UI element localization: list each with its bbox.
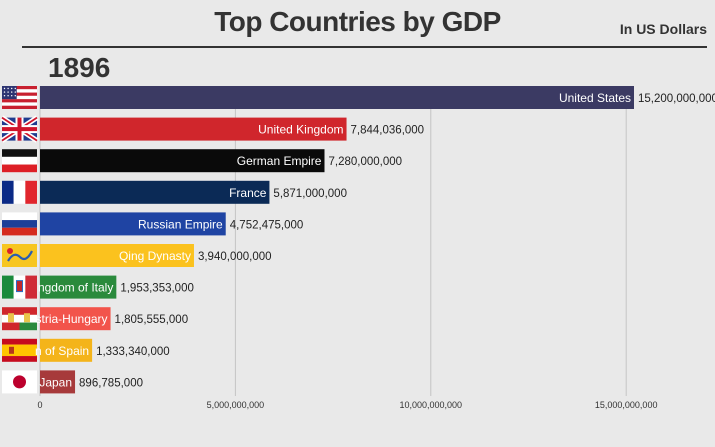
- value-label: 7,844,036,000: [351, 125, 425, 137]
- value-label: 15,200,000,000: [638, 93, 715, 105]
- bar-label: Qing Dynasty: [119, 249, 191, 263]
- bar-label: Japan: [39, 375, 72, 389]
- value-label: 5,871,000,000: [273, 188, 347, 200]
- value-label: 3,940,000,000: [198, 251, 272, 263]
- bar: [40, 275, 117, 299]
- bar: [40, 180, 270, 204]
- spain-flag-icon: [2, 338, 37, 362]
- title-divider: [22, 46, 707, 48]
- units-label: In US Dollars: [619, 21, 707, 37]
- value-label: 896,785,000: [79, 377, 143, 389]
- bar-label: France: [229, 186, 267, 200]
- value-label: 1,805,555,000: [115, 314, 189, 326]
- japan-flag-icon: [2, 370, 37, 394]
- value-label: 4,752,475,000: [230, 219, 304, 231]
- value-label: 7,280,000,000: [328, 156, 402, 168]
- x-tick-label: 10,000,000,000: [400, 400, 463, 410]
- bar: [40, 117, 347, 141]
- value-label: 1,953,353,000: [120, 283, 194, 295]
- bar-label: n of Spain: [35, 344, 89, 358]
- bar-label: United Kingdom: [258, 123, 343, 137]
- value-label: 1,333,340,000: [96, 346, 170, 358]
- x-tick-label: 0: [37, 400, 42, 410]
- qing-dynasty-flag-icon: [2, 244, 37, 267]
- bar: [40, 149, 325, 173]
- bar-label: German Empire: [237, 154, 322, 168]
- bar: [40, 244, 194, 267]
- german-empire-flag-icon: [2, 149, 37, 173]
- bar: [40, 86, 634, 109]
- russia-flag-icon: [2, 212, 37, 236]
- us-flag-icon: [2, 86, 37, 109]
- bar: [40, 370, 76, 394]
- bar-label: stria-Hungary: [36, 312, 108, 326]
- x-tick-label: 5,000,000,000: [207, 400, 265, 410]
- bar: [40, 338, 93, 362]
- italy-flag-icon: [2, 275, 37, 299]
- france-flag-icon: [2, 180, 37, 204]
- bar: [40, 307, 111, 331]
- bar-label: Russian Empire: [138, 217, 223, 231]
- chart-title: Top Countries by GDP: [214, 6, 501, 37]
- bar-label: ngdom of Italy: [38, 281, 113, 295]
- bar: [40, 212, 226, 236]
- austria-hungary-flag-icon: [2, 307, 37, 331]
- uk-flag-icon: [0, 115, 39, 143]
- x-tick-label: 15,000,000,000: [595, 400, 658, 410]
- bar-label: United States: [559, 91, 631, 105]
- year-label: 1896: [48, 52, 111, 83]
